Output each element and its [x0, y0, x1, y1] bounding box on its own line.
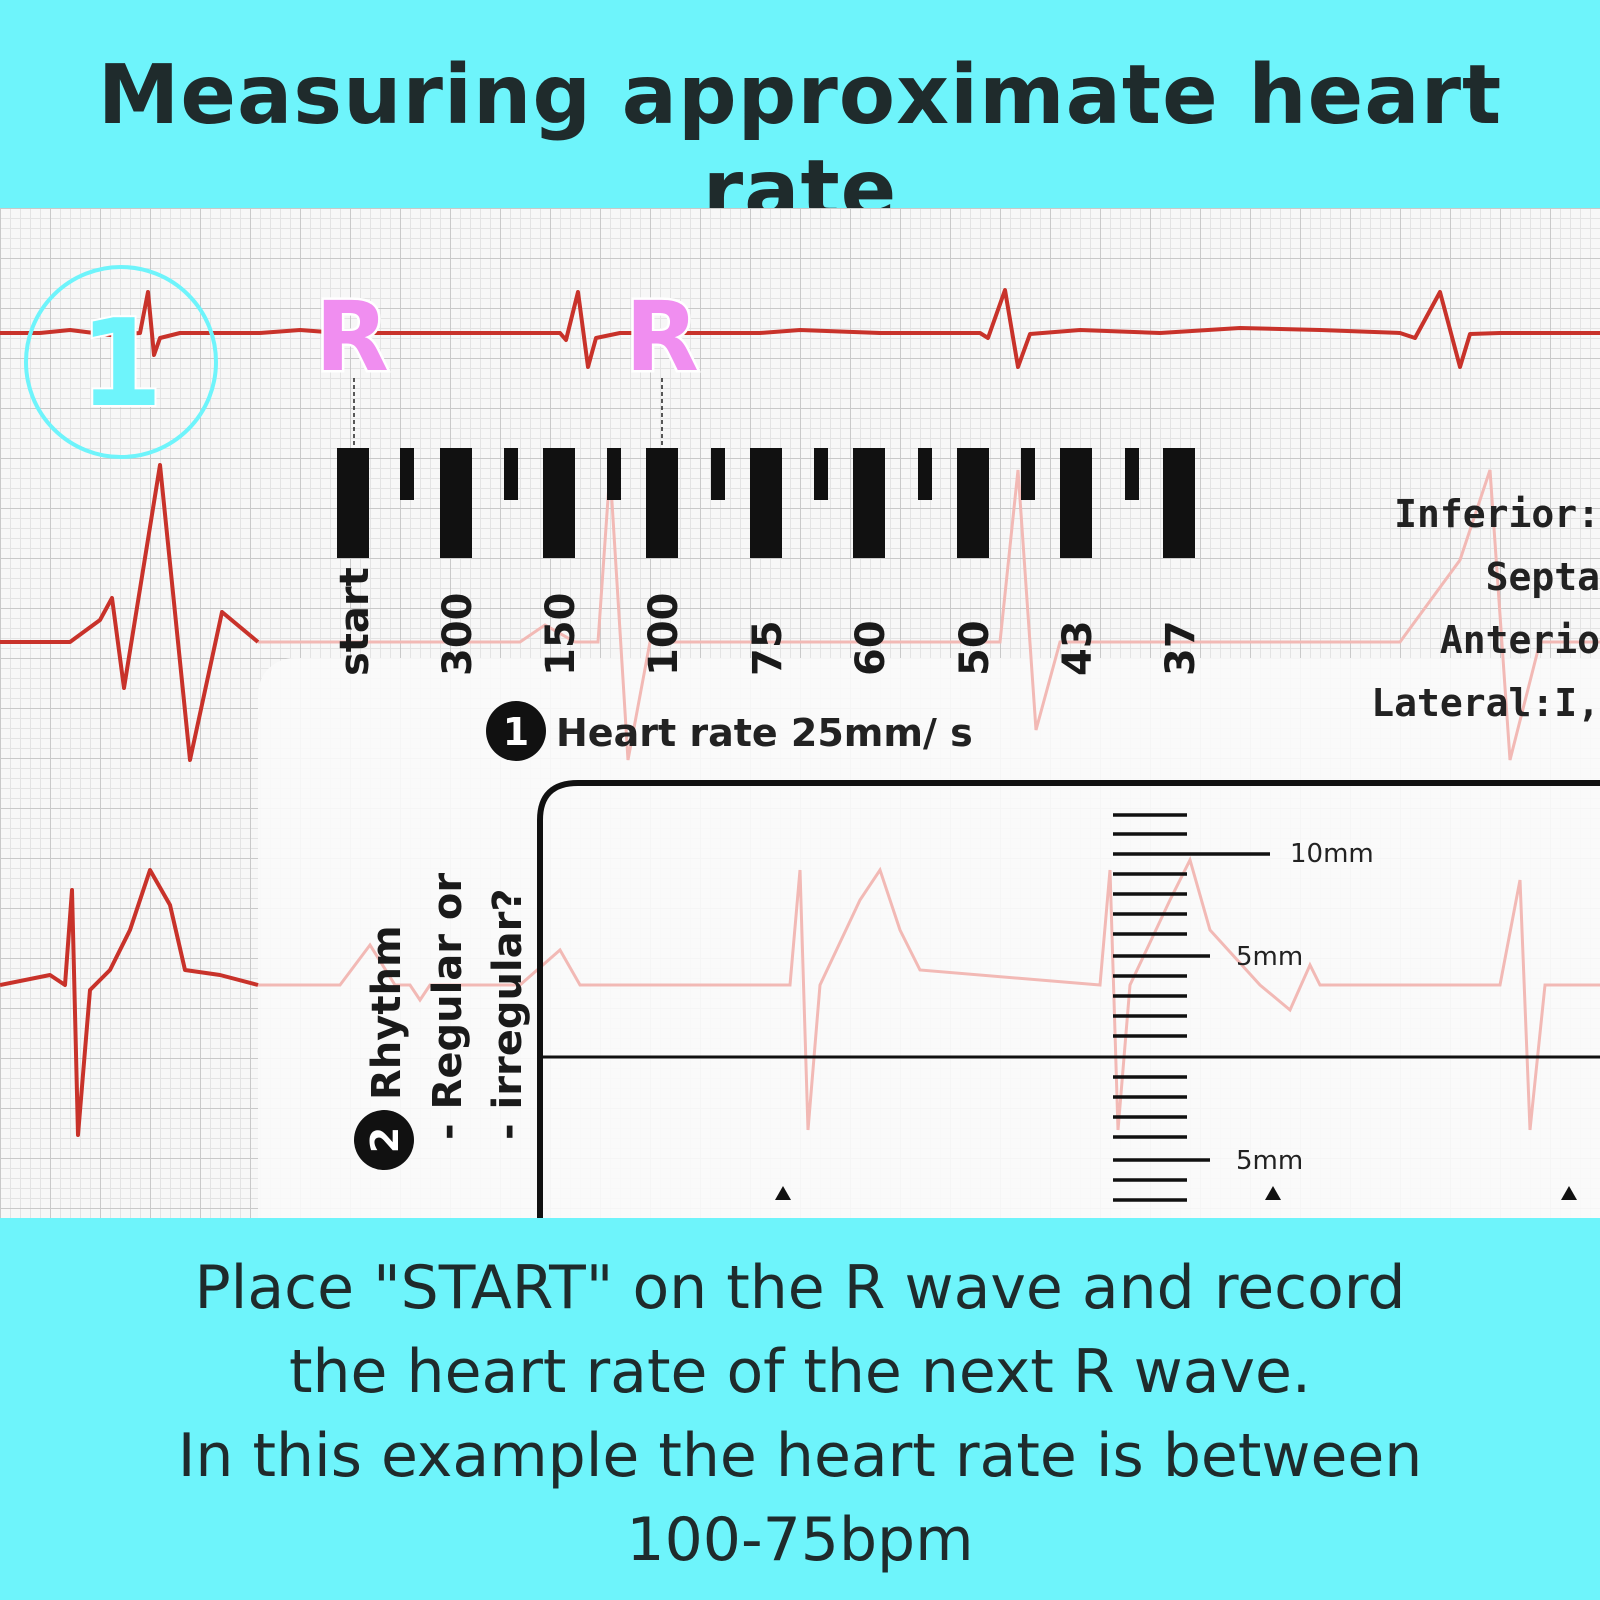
rhythm-box [537, 780, 1600, 1218]
heart-rate-step-circle [486, 701, 546, 761]
triangle-marker [1561, 1186, 1577, 1200]
rhythm-caption: 2 Rhythm - Regular or - irregular? [354, 873, 531, 1170]
rhythm-question-irregular: - irregular? [485, 888, 531, 1140]
heart-rate-label: Heart rate 25mm/ s [556, 711, 973, 755]
scale-bar-60 [853, 448, 885, 558]
rate-tick-labels: start 300 150 100 75 60 50 43 37 [332, 567, 1204, 676]
tick-label-100: 100 [641, 593, 687, 677]
rhythm-step-number: 2 [363, 1127, 407, 1153]
marker-triangles [775, 1186, 1577, 1200]
page-title: Measuring approximate heart rate [97, 48, 1503, 238]
header-banner: Measuring approximate heart rate [0, 0, 1600, 238]
lead-inferior: Inferior: [1394, 492, 1600, 536]
tick-label-50: 50 [952, 620, 998, 676]
lead-lateral: Lateral:I, [1371, 681, 1600, 725]
tick-label-37: 37 [1158, 620, 1204, 676]
lead-anterior: Anterio [1440, 618, 1600, 662]
r-marker-first: R [315, 281, 389, 393]
faint-trace-lower [258, 855, 1600, 1131]
mm-label-10: 10mm [1290, 839, 1374, 869]
ecg-ruler-card [258, 658, 1600, 1218]
instruction-line-2: the heart rate of the next R wave. [289, 1337, 1311, 1407]
triangle-marker [1265, 1186, 1281, 1200]
tick-label-300: 300 [435, 593, 481, 677]
footer-banner: Place "START" on the R wave and record t… [0, 1218, 1600, 1600]
tick-label-150: 150 [538, 593, 584, 677]
scale-bar-43 [1060, 448, 1092, 558]
tick-label-43: 43 [1055, 620, 1101, 676]
scale-bar-minor [814, 448, 828, 500]
scale-bar-minor [400, 448, 414, 500]
scale-bar-150 [543, 448, 575, 558]
heart-rate-caption: 1 Heart rate 25mm/ s [486, 701, 973, 761]
mm-label-5-lower: 5mm [1236, 1146, 1303, 1176]
scale-bar-50 [957, 448, 989, 558]
scale-bar-minor [607, 448, 621, 500]
scale-bar-minor [1021, 448, 1035, 500]
rate-scale-bars [337, 448, 1195, 558]
triangle-marker [775, 1186, 791, 1200]
ecg-diagram: 1 R R start 300 150 100 75 60 50 43 37 [0, 265, 1600, 1218]
rhythm-question-regular: - Regular or [425, 873, 471, 1140]
lead-septal: Septa [1486, 555, 1600, 599]
rhythm-label: Rhythm [364, 925, 410, 1100]
scale-bar-start [337, 448, 369, 558]
r-marker-second: R [625, 281, 699, 393]
ecg-trace-middle [0, 463, 260, 762]
step-circle [24, 265, 218, 459]
scale-bar-75 [750, 448, 782, 558]
heart-rate-step-number: 1 [503, 710, 529, 754]
scale-bar-minor [918, 448, 932, 500]
scale-bar-minor [1125, 448, 1139, 500]
instruction-line-3: In this example the heart rate is betwee… [177, 1421, 1423, 1491]
faint-trace-middle [258, 469, 1600, 761]
tick-label-75: 75 [745, 620, 791, 676]
scale-bar-minor [711, 448, 725, 500]
instruction-line-1: Place "START" on the R wave and record [194, 1253, 1406, 1323]
rhythm-box-outline [537, 780, 1600, 1218]
tick-label-60: 60 [848, 620, 894, 676]
instruction-line-4: 100-75bpm [626, 1505, 974, 1575]
faint-ecg-traces [258, 469, 1600, 1131]
lead-list: Inferior: Septa Anterio Lateral:I, [1371, 492, 1600, 725]
mm-calibration-scale [1113, 813, 1270, 1202]
scale-bar-37 [1163, 448, 1195, 558]
ecg-trace-top [0, 288, 1600, 369]
scale-bar-minor [504, 448, 518, 500]
scale-bar-300 [440, 448, 472, 558]
rhythm-step-circle [354, 1110, 414, 1170]
tick-label-start: start [332, 567, 378, 676]
step-number: 1 [79, 295, 163, 434]
instruction-text: Place "START" on the R wave and record t… [0, 1246, 1600, 1582]
step-1-badge: 1 [24, 265, 218, 459]
ecg-strip [0, 208, 1600, 1218]
ecg-traces [0, 288, 1600, 1137]
ecg-trace-lower [0, 868, 259, 1137]
scale-bar-100 [646, 448, 678, 558]
mm-label-5-upper: 5mm [1236, 942, 1303, 972]
